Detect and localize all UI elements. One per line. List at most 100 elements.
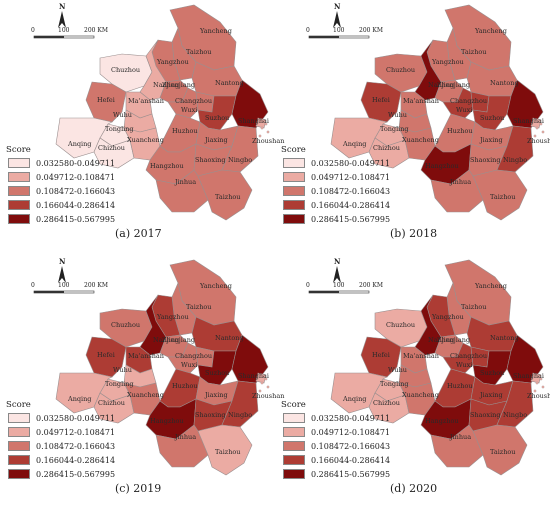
city-label: Huzhou <box>447 382 473 390</box>
city-label: Chizhou <box>373 144 400 152</box>
city-label: Changzhou <box>450 352 488 360</box>
region-hefei <box>360 336 402 378</box>
island-shape <box>535 381 539 385</box>
legend-item: 0.032580-0.049711 <box>283 158 390 168</box>
legend-range: 0.032580-0.049711 <box>311 413 391 423</box>
legend-swatch <box>283 455 305 465</box>
legend-item: 0.032580-0.049711 <box>8 158 115 168</box>
city-label: Taizhou <box>186 48 212 56</box>
city-label: Hangzhou <box>150 162 184 170</box>
panel-caption: (d) 2020 <box>390 482 438 495</box>
city-label: Ma'anshan <box>403 352 439 360</box>
city-label: Nanjing <box>428 81 455 89</box>
legend-range: 0.032580-0.049711 <box>36 158 116 168</box>
legend-range: 0.049712-0.108471 <box>36 172 116 182</box>
city-label: Zhenjiang <box>162 81 196 89</box>
legend-swatch <box>8 172 30 182</box>
city-label: Anqing <box>343 140 367 148</box>
city-label: Shanghai <box>238 372 270 380</box>
legend-item: 0.049712-0.108471 <box>283 172 390 182</box>
region-zhoushan <box>255 372 267 384</box>
legend-item: 0.108472-0.166043 <box>8 441 115 451</box>
city-label: Nanjing <box>153 81 180 89</box>
city-label: Taizhou <box>186 303 212 311</box>
city-label: Xuancheng <box>402 136 439 144</box>
north-arrow-icon <box>333 11 341 28</box>
city-label: Ma'anshan <box>128 352 164 360</box>
city-label: Ma'anshan <box>403 97 439 105</box>
island-shape <box>541 130 545 134</box>
legend-swatch <box>283 158 305 168</box>
legend-range: 0.108472-0.166043 <box>36 186 116 196</box>
legend-swatch <box>283 413 305 423</box>
city-label: Huzhou <box>172 127 198 135</box>
city-label: Chuzhou <box>386 66 416 74</box>
region-zhoushan <box>530 117 542 129</box>
city-label: Taizhou <box>215 193 241 201</box>
island-shape <box>258 134 262 138</box>
legend-swatch <box>283 172 305 182</box>
panel-caption: (b) 2018 <box>390 227 438 240</box>
city-label: Zhoushan <box>252 137 285 145</box>
legend-range: 0.108472-0.166043 <box>311 186 391 196</box>
legend-range: 0.166044-0.286414 <box>36 455 116 465</box>
north-label: N <box>334 257 341 266</box>
city-label: Yancheng <box>200 27 232 35</box>
city-label: Zhenjiang <box>437 336 471 344</box>
region-hefei <box>360 81 402 123</box>
north-arrow-icon <box>58 266 66 283</box>
scale-label: 100 <box>333 282 345 289</box>
city-label: Nantong <box>490 334 519 342</box>
city-label: Ningbo <box>503 156 528 164</box>
north-label: N <box>59 257 66 266</box>
city-label: Shaoxing <box>195 156 226 164</box>
city-label: Yangzhou <box>432 313 464 321</box>
legend-range: 0.166044-0.286414 <box>36 200 116 210</box>
legend-title: Score <box>281 145 306 155</box>
scale-label: 0 <box>31 282 35 289</box>
legend-title: Score <box>6 400 31 410</box>
island-shape <box>266 385 270 389</box>
legend-range: 0.166044-0.286414 <box>311 200 391 210</box>
city-label: Suzhou <box>205 369 230 377</box>
legend-swatch <box>8 186 30 196</box>
city-label: Chuzhou <box>386 321 416 329</box>
scale-bar-segment <box>309 291 339 293</box>
city-label: Hefei <box>97 351 115 359</box>
choropleth-map <box>33 4 270 221</box>
legend-range: 0.286415-0.567995 <box>311 214 391 224</box>
city-label: Zhoushan <box>527 392 550 400</box>
city-label: Wuxi <box>181 106 198 114</box>
region-zhoushan <box>255 117 267 129</box>
city-label: Nanjing <box>428 336 455 344</box>
city-label: Ningbo <box>228 156 253 164</box>
map-panel: N 0 100 200 KM Yancheng Taizhou Yangzhou Nanton… <box>275 255 550 503</box>
legend-title: Score <box>6 145 31 155</box>
scale-label: 0 <box>306 27 310 34</box>
scale-label: 200 KM <box>359 27 383 34</box>
city-label: Wuhu <box>113 366 132 374</box>
legend-swatch <box>283 200 305 210</box>
choropleth-map <box>308 4 545 221</box>
region-hefei <box>85 336 127 378</box>
legend-title: Score <box>281 400 306 410</box>
city-label: Shaoxing <box>195 411 226 419</box>
city-label: Chuzhou <box>111 66 141 74</box>
city-label: Nantong <box>215 334 244 342</box>
city-label: Nantong <box>490 79 519 87</box>
city-label: Taizhou <box>461 48 487 56</box>
legend-range: 0.286415-0.567995 <box>311 469 391 479</box>
legend-swatch <box>283 441 305 451</box>
island-shape <box>533 389 537 393</box>
legend-range: 0.166044-0.286414 <box>311 455 391 465</box>
city-label: Tongling <box>105 380 134 388</box>
region-taizhou-zj <box>472 169 528 221</box>
city-label: Anqing <box>343 395 367 403</box>
legend-swatch <box>283 214 305 224</box>
legend-range: 0.286415-0.567995 <box>36 214 116 224</box>
choropleth-map <box>33 259 270 476</box>
region-changzhou <box>442 87 474 119</box>
city-label: Yancheng <box>200 282 232 290</box>
city-label: Suzhou <box>480 114 505 122</box>
region-taizhou-zj <box>197 169 253 221</box>
